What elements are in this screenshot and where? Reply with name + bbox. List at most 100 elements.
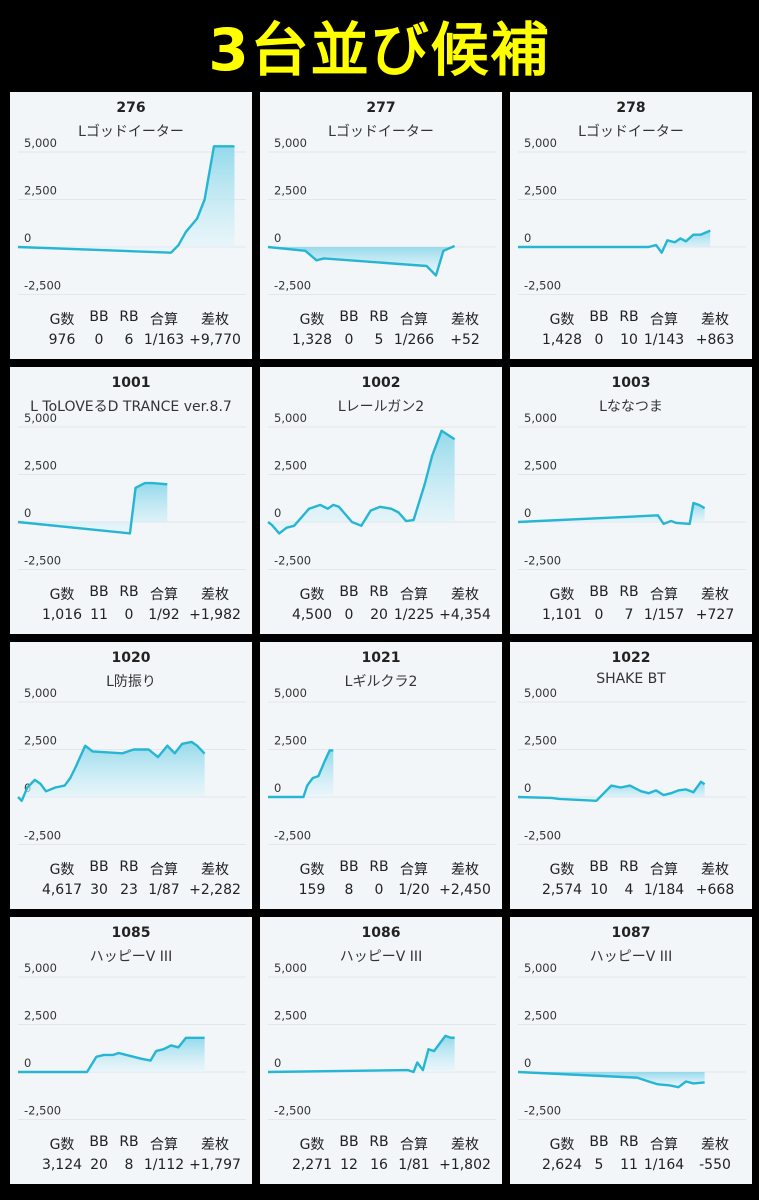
stat-value: +52 xyxy=(450,332,480,348)
machine-card[interactable]: 1022 SHAKE BT 5,000 2,500 0 -2,500 G数 2,574 BB 1… xyxy=(510,642,752,909)
y-tick-label: 0 xyxy=(24,231,31,245)
stat-value: 2,574 xyxy=(541,882,583,898)
stat-header: G数 xyxy=(549,1137,575,1153)
machine-card[interactable]: 1003 Lななつま 5,000 2,500 0 -2,500 G数 1,101 BB 0 RB 7… xyxy=(510,367,752,634)
stat-header: 差枚 xyxy=(701,862,729,878)
y-tick-label: -2,500 xyxy=(24,829,61,843)
y-tick-label: 5,000 xyxy=(24,411,57,425)
stat-header: 差枚 xyxy=(451,1137,479,1153)
stat-value: 159 xyxy=(298,882,326,898)
stat-value: 0 xyxy=(124,607,134,623)
stat-header: 差枚 xyxy=(201,1137,229,1153)
stat-header: G数 xyxy=(49,1137,75,1153)
stat-value: 1/87 xyxy=(148,882,180,898)
stat-value: 30 xyxy=(90,882,108,898)
stat-value: 4 xyxy=(624,882,634,898)
stat-value: +863 xyxy=(695,332,735,348)
y-tick-label: -2,500 xyxy=(274,829,311,843)
stat-value: +668 xyxy=(695,882,735,898)
machine-card[interactable]: 1021 Lギルクラ2 5,000 2,500 0 -2,500 G数 159 BB 8 RB 0 合… xyxy=(260,642,502,909)
stat-value: +1,797 xyxy=(189,1157,241,1173)
stat-value: 2,271 xyxy=(291,1157,333,1173)
stats-table: G数 1,016 BB 11 RB 0 合算 1/92 差枚 +1,982 xyxy=(10,579,252,627)
y-tick-label: -2,500 xyxy=(524,829,561,843)
machine-name: Lレールガン2 xyxy=(337,399,425,415)
stat-value: 11 xyxy=(620,1157,638,1173)
stat-value: 0 xyxy=(594,332,604,348)
stat-header: G数 xyxy=(49,862,75,878)
stat-value: 16 xyxy=(370,1157,388,1173)
y-tick-label: 2,500 xyxy=(24,184,57,198)
y-tick-label: -2,500 xyxy=(24,554,61,568)
machine-name: Lゴッドイーター xyxy=(578,124,684,140)
stat-value: +4,354 xyxy=(439,607,491,623)
stat-value: +2,450 xyxy=(439,882,491,898)
stat-value: 976 xyxy=(48,332,76,348)
stat-value: 1/184 xyxy=(643,882,685,898)
stat-value: 1/157 xyxy=(643,607,685,623)
machine-card[interactable]: 277 Lゴッドイーター 5,000 2,500 0 -2,500 G数 1,328 BB 0 R… xyxy=(260,92,502,359)
series-line xyxy=(517,501,706,526)
y-tick-label: 5,000 xyxy=(274,411,307,425)
machine-card[interactable]: 276 Lゴッドイーター 5,000 2,500 0 -2,500 G数 976 BB 0 RB 6… xyxy=(10,92,252,359)
y-tick-label: -2,500 xyxy=(524,1104,561,1118)
stat-header: RB xyxy=(369,1134,389,1150)
stats-table: G数 2,624 BB 5 RB 11 合算 1/164 差枚 -550 xyxy=(510,1129,752,1177)
stat-value: +9,770 xyxy=(189,332,241,348)
stats-table: G数 2,271 BB 12 RB 16 合算 1/81 差枚 +1,802 xyxy=(260,1129,502,1177)
stat-value: +1,802 xyxy=(439,1157,491,1173)
stats-table: G数 2,574 BB 10 RB 4 合算 1/184 差枚 +668 xyxy=(510,854,752,902)
stat-value: 20 xyxy=(90,1157,108,1173)
stat-header: BB xyxy=(89,309,109,325)
stat-header: G数 xyxy=(549,862,575,878)
stat-header: 合算 xyxy=(400,862,428,878)
series-line xyxy=(267,429,456,535)
stat-value: 6 xyxy=(124,332,134,348)
series-line xyxy=(517,780,706,803)
stat-header: 合算 xyxy=(650,587,678,603)
machine-number: 1021 xyxy=(361,650,401,666)
stat-header: RB xyxy=(619,1134,639,1150)
stat-header: 合算 xyxy=(400,587,428,603)
machine-card[interactable]: 1086 ハッピーV III 5,000 2,500 0 -2,500 G数 2,271 BB… xyxy=(260,917,502,1184)
stat-header: G数 xyxy=(549,312,575,328)
machine-number: 1002 xyxy=(361,375,401,391)
series-line xyxy=(267,1034,455,1074)
stat-header: G数 xyxy=(549,587,575,603)
machine-name: ハッピーV III xyxy=(589,949,673,965)
stat-header: G数 xyxy=(49,312,75,328)
stat-value: 10 xyxy=(620,332,638,348)
machine-card[interactable]: 1085 ハッピーV III 5,000 2,500 0 -2,500 G数 3,124 BB… xyxy=(10,917,252,1184)
machine-card[interactable]: 1001 L ToLOVEるD TRANCE ver.8.7 5,000 2,500… xyxy=(10,367,252,634)
machine-card[interactable]: 1002 Lレールガン2 5,000 2,500 0 -2,500 G数 4,500 BB 0 R… xyxy=(260,367,502,634)
machine-number: 1087 xyxy=(611,925,651,941)
y-tick-label: 0 xyxy=(24,1056,31,1070)
stat-header: BB xyxy=(589,1134,609,1150)
series-line xyxy=(517,1070,705,1089)
area-fill xyxy=(518,230,711,253)
y-tick-label: 5,000 xyxy=(524,136,557,150)
stat-header: 差枚 xyxy=(451,862,479,878)
stat-header: 差枚 xyxy=(451,587,479,603)
stat-value: 20 xyxy=(370,607,388,623)
y-tick-label: 5,000 xyxy=(24,961,57,975)
machine-number: 278 xyxy=(616,100,646,116)
stats-table: G数 159 BB 8 RB 0 合算 1/20 差枚 +2,450 xyxy=(260,854,502,902)
machine-card[interactable]: 278 Lゴッドイーター 5,000 2,500 0 -2,500 G数 1,428 BB 0 R… xyxy=(510,92,752,359)
stat-header: BB xyxy=(339,859,359,875)
area-fill xyxy=(18,483,168,534)
stat-header: 合算 xyxy=(650,312,678,328)
y-tick-label: 0 xyxy=(524,781,531,795)
machine-card[interactable]: 1087 ハッピーV III 5,000 2,500 0 -2,500 G数 2,624 BB… xyxy=(510,917,752,1184)
stat-header: 合算 xyxy=(400,312,428,328)
stat-value: 8 xyxy=(124,1157,134,1173)
stat-header: RB xyxy=(619,584,639,600)
